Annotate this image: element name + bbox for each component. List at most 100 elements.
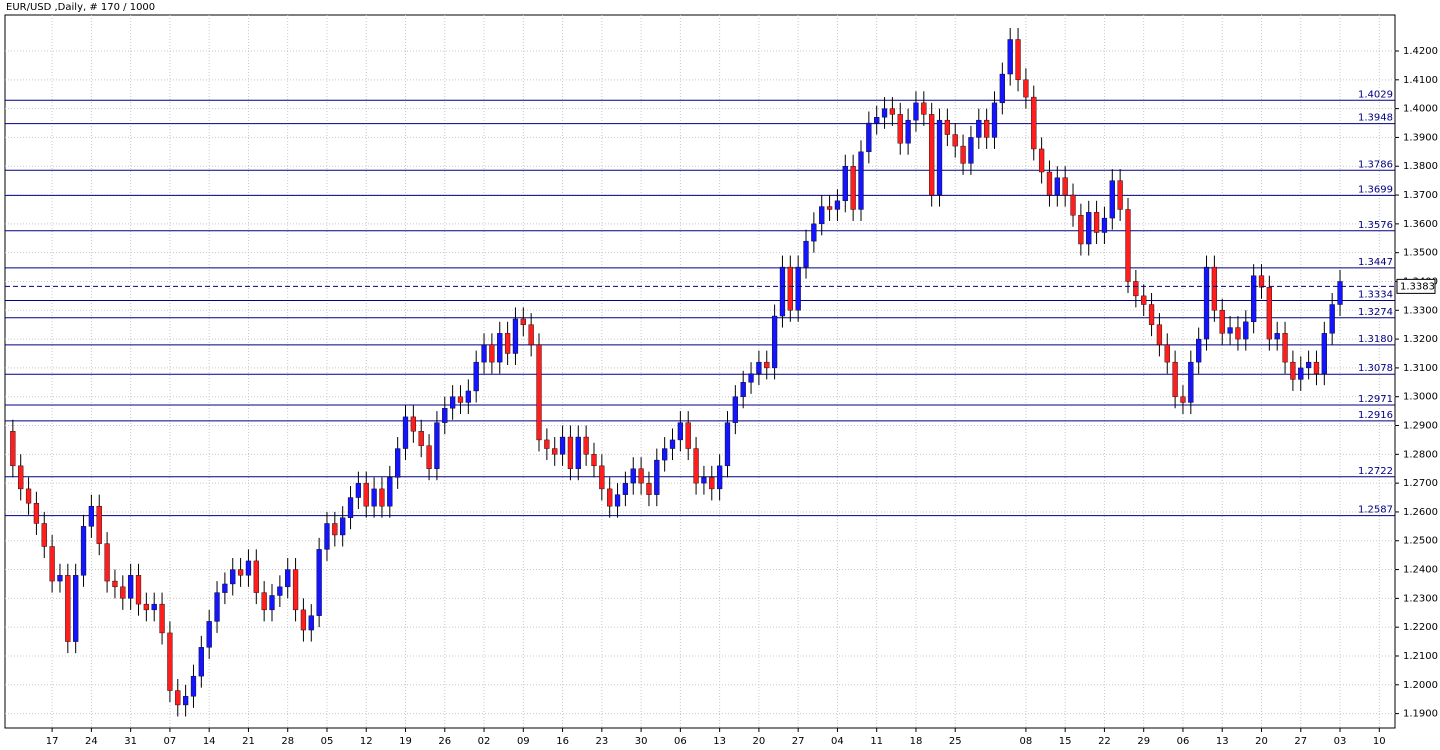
candle-body <box>858 151 864 210</box>
candle-body <box>709 477 715 490</box>
candle-body <box>1148 304 1155 325</box>
last-price-box <box>1396 278 1436 294</box>
candle-body <box>881 108 888 118</box>
candle-body <box>112 580 118 588</box>
candle-body <box>607 488 613 507</box>
candle-body <box>128 575 134 599</box>
candle-body <box>285 569 291 588</box>
candle-body <box>976 119 982 138</box>
candle-body <box>536 344 542 441</box>
candle-body <box>347 497 354 518</box>
candle-body <box>206 621 212 648</box>
level-label: 1.3948 <box>1358 113 1393 124</box>
candle-body <box>135 575 142 605</box>
candle-body <box>662 448 668 461</box>
y-tick-label: 1.2600 <box>1403 507 1438 518</box>
candle-body <box>622 482 629 495</box>
candle-body <box>1211 266 1218 311</box>
candle-body <box>324 523 330 550</box>
candle-body <box>520 318 526 325</box>
candle-body <box>10 431 16 467</box>
candle-body <box>159 603 165 634</box>
candle-body <box>1251 275 1257 323</box>
level-label: 1.3786 <box>1358 159 1393 170</box>
candle-body <box>936 119 943 196</box>
y-tick-label: 1.2100 <box>1403 651 1438 662</box>
candle-body <box>591 454 597 467</box>
candle-body <box>363 482 369 507</box>
candle-body <box>905 119 911 144</box>
y-tick-label: 1.2800 <box>1403 449 1438 460</box>
candle-body <box>787 266 793 311</box>
x-tick-label: 27 <box>1294 736 1307 747</box>
candle-body <box>457 396 464 403</box>
y-tick-label: 1.4000 <box>1403 104 1438 115</box>
candle-body <box>1298 367 1304 380</box>
candle-body <box>418 431 424 446</box>
candle-body <box>952 134 958 147</box>
candle-body <box>842 166 848 202</box>
plot-area <box>4 14 1396 729</box>
candle-body <box>1109 180 1115 219</box>
candle-body <box>701 477 707 484</box>
level-label: 1.3699 <box>1358 184 1393 195</box>
candle-body <box>897 114 903 144</box>
y-tick-label: 1.2400 <box>1403 565 1438 576</box>
x-tick-label: 06 <box>1177 736 1190 747</box>
candle-body <box>143 603 149 611</box>
candle-body <box>442 408 448 423</box>
candle-body <box>1046 171 1053 196</box>
x-tick-label: 20 <box>1255 736 1268 747</box>
candle-body <box>1164 344 1170 363</box>
candle-body <box>866 122 872 153</box>
candle-body <box>151 603 157 611</box>
candle-body <box>748 373 754 383</box>
y-tick-label: 1.3600 <box>1403 219 1438 230</box>
candle-body <box>803 240 809 268</box>
candle-body <box>1337 281 1343 305</box>
candle-body <box>1243 321 1249 340</box>
candle-body <box>292 569 299 611</box>
candle-body <box>614 494 621 507</box>
candle-body <box>1007 39 1013 75</box>
y-tick-label: 1.3800 <box>1403 161 1438 172</box>
candle-body <box>1313 361 1320 374</box>
level-label: 1.3334 <box>1358 289 1393 300</box>
candle-body <box>88 505 95 527</box>
candle-body <box>1117 180 1123 210</box>
candle-body <box>1101 217 1108 233</box>
candle-body <box>49 546 55 582</box>
x-tick-label: 25 <box>949 736 962 747</box>
candle-body <box>473 361 479 392</box>
candle-body <box>669 439 676 449</box>
candle-body <box>80 526 87 576</box>
level-label: 1.2916 <box>1358 410 1393 421</box>
candle-body <box>237 569 244 576</box>
candle-body <box>999 73 1005 104</box>
candle-body <box>182 696 189 706</box>
candle-body <box>1015 39 1021 81</box>
x-tick-label: 03 <box>1334 736 1347 747</box>
y-tick-label: 1.2300 <box>1403 593 1438 604</box>
candle-body <box>1141 295 1147 305</box>
candle-body <box>1125 209 1131 282</box>
candle-body <box>913 102 919 121</box>
candle-body <box>1133 281 1139 297</box>
candle-body <box>73 575 79 642</box>
candle-body <box>795 266 801 311</box>
candle-body <box>18 465 24 490</box>
candle-body <box>528 324 534 346</box>
candle-body <box>387 477 393 507</box>
candle-body <box>395 448 401 478</box>
candle-body <box>481 344 487 363</box>
y-tick-label: 1.2500 <box>1403 536 1438 547</box>
candle-body <box>214 592 220 622</box>
candle-body <box>756 361 762 374</box>
candle-body <box>497 333 503 363</box>
y-tick-label: 1.3300 <box>1403 305 1438 316</box>
candle-body <box>716 465 723 490</box>
x-tick-label: 24 <box>85 736 98 747</box>
level-label: 1.3447 <box>1358 257 1393 268</box>
